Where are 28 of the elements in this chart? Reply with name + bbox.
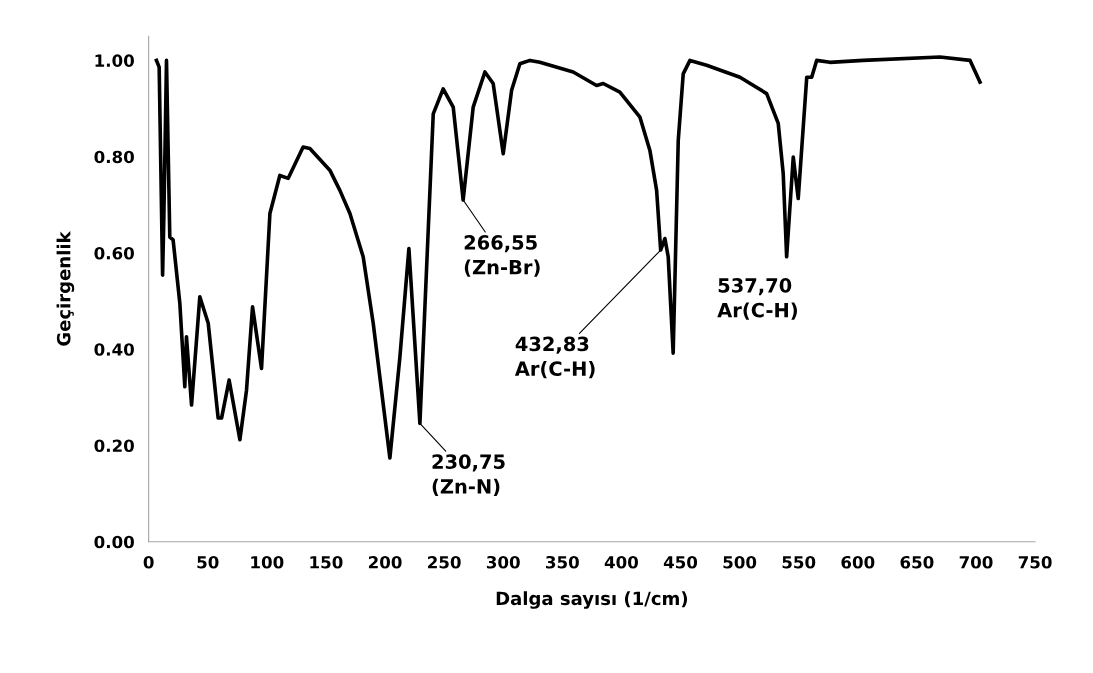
y-tick-label: 0.60: [94, 246, 134, 260]
x-tick-label: 600: [841, 555, 875, 569]
x-tick-label: 450: [663, 555, 698, 569]
y-tick-label: 0.00: [94, 535, 134, 549]
y-tick-label: 0.80: [94, 150, 134, 164]
annotation: 230,75 (Zn-N): [432, 454, 505, 496]
x-tick-label: 50: [197, 555, 219, 569]
annotation: 266,55 (Zn-Br): [464, 235, 540, 277]
y-tick-label: 0.40: [94, 343, 134, 356]
y-axis-title: Geçirgenlik: [56, 231, 75, 346]
annotation: 537,70 Ar(C-H): [717, 277, 797, 320]
x-tick-label: 400: [604, 555, 639, 569]
x-tick-label: 500: [723, 555, 757, 569]
y-tick-label: 0.20: [94, 439, 134, 453]
x-tick-label: 650: [900, 555, 934, 569]
x-tick-label: 300: [486, 555, 520, 569]
x-tick-label: 100: [251, 555, 284, 569]
x-tick-label: 750: [1018, 555, 1052, 569]
annotation: 432,83 Ar(C-H): [514, 336, 595, 379]
x-tick-label: 250: [428, 555, 461, 569]
x-tick-label: 0: [143, 555, 154, 569]
x-tick-label: 150: [310, 555, 343, 569]
x-tick-label: 200: [368, 555, 402, 569]
x-tick-label: 700: [959, 555, 993, 569]
x-tick-label: 350: [546, 555, 579, 569]
x-tick-label: 550: [782, 555, 816, 569]
y-tick-label: 1.00: [95, 54, 134, 67]
x-axis-title: Dalga sayısı (1/cm): [496, 591, 688, 609]
